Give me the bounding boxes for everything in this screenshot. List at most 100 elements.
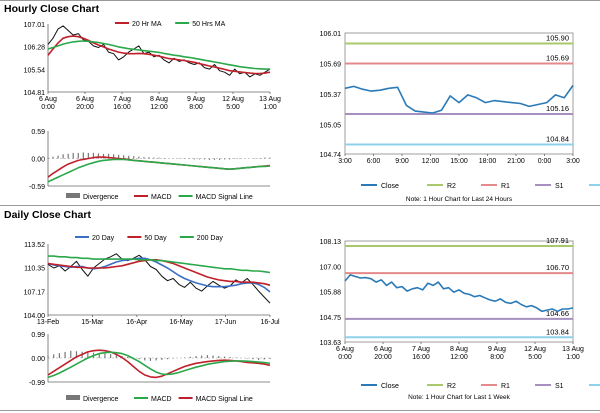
daily-levels-x-tick-label: 6 Aug (336, 346, 354, 353)
daily-levels-x-tick-label: 6 Aug (374, 346, 392, 353)
daily-price-x-tick-label: 17-Jun (215, 319, 237, 326)
hourly-price-x-tick-label: 12 Aug (222, 96, 244, 103)
hourly-price-y-tick-label: 105.54 (24, 67, 46, 74)
daily-price-x-tick-label: 16-Jul (260, 319, 280, 326)
hourly-levels-legend-label: S1 (555, 183, 564, 190)
hourly-price-series-line (47, 35, 271, 75)
hourly-macd-y-tick-label: -0.59 (29, 184, 45, 191)
daily-price-y-tick-label: 107.17 (24, 289, 46, 296)
hourly-macd-legend-label: MACD (151, 194, 172, 201)
hourly-levels-x-tick-label: 9:00 (395, 158, 409, 165)
hourly-levels-x-tick-label: 3:00 (338, 158, 352, 165)
hourly-price-x-tick-label: 20:00 (76, 104, 94, 111)
daily-levels-legend-label: R1 (501, 383, 510, 390)
hourly-price-series-line (47, 25, 271, 78)
daily-levels-close-line (344, 274, 574, 313)
hourly-levels-y-tick-label: 104.74 (320, 152, 342, 159)
hourly-price-x-tick-label: 6 Aug (39, 96, 57, 103)
daily-levels-x-tick-label: 1:00 (566, 354, 580, 361)
daily-levels-r1-level-label: 106.70 (546, 263, 569, 272)
hourly-levels-y-tick-label: 105.69 (320, 61, 342, 68)
hourly-macd-y-tick-label: 0.00 (31, 157, 45, 164)
daily-levels-x-tick-label: 12 Aug (524, 346, 546, 353)
daily-price-series-line (48, 255, 271, 274)
hourly-levels-y-tick-label: 105.05 (320, 122, 342, 129)
daily-levels-s2-level-label: 103.84 (546, 327, 569, 336)
daily-price-series-line (47, 253, 271, 304)
hourly-price-x-tick-label: 1:00 (263, 104, 277, 111)
hourly-price-y-tick-label: 106.28 (24, 45, 46, 52)
daily-price-x-tick-label: 16-Apr (126, 319, 148, 326)
daily-price-legend-label: 50 Day (144, 235, 167, 242)
hourly-price-y-tick-label: 104.81 (24, 90, 46, 97)
hourly-price-x-tick-label: 8:00 (189, 104, 203, 111)
hourly-macd-legend-swatch (66, 193, 80, 198)
daily-levels-y-tick-label: 105.88 (320, 290, 342, 297)
hourly-levels-x-tick-label: 12:00 (422, 158, 440, 165)
daily-macd-y-tick-label: 0.99 (31, 332, 45, 339)
daily-levels-x-tick-label: 8 Aug (450, 346, 468, 353)
daily-macd-series-line (47, 351, 271, 379)
hourly-levels-legend-label: R2 (447, 183, 456, 190)
daily-levels-s1-level-label: 104.66 (546, 309, 569, 318)
hourly-price-x-tick-label: 7 Aug (113, 96, 131, 103)
daily-levels-legend-label: S1 (555, 383, 564, 390)
daily-levels-y-tick-label: 104.75 (320, 315, 342, 322)
top-divider (0, 0, 600, 1)
hourly-levels-y-tick-label: 106.01 (320, 31, 342, 38)
daily-price-legend-label: 20 Day (92, 235, 115, 242)
daily-levels-y-tick-label: 107.00 (320, 264, 342, 271)
bottom-divider (0, 410, 600, 411)
daily-section-title: Daily Close Chart (4, 209, 91, 221)
daily-levels-legend-label: Close (381, 383, 399, 390)
hourly-macd-series-line (47, 158, 271, 183)
daily-levels-r2-level-label: 107.91 (546, 236, 569, 245)
hourly-price-y-tick-label: 107.01 (24, 22, 46, 29)
hourly-levels-x-tick-label: 3:00 (566, 158, 580, 165)
daily-price-x-tick-label: 13-Feb (37, 319, 59, 326)
daily-price-series-line (47, 257, 271, 293)
daily-price-x-tick-label: 16-May (170, 319, 194, 326)
daily-levels-plot-frame (344, 240, 574, 343)
hourly-levels-s1-level-label: 105.16 (546, 104, 569, 113)
hourly-macd-legend-label: Divergence (83, 194, 119, 201)
daily-levels-legend-label: R2 (447, 383, 456, 390)
hourly-price-x-tick-label: 12:00 (150, 104, 168, 111)
hourly-levels-x-tick-label: 0:00 (538, 158, 552, 165)
hourly-price-x-tick-label: 5:00 (226, 104, 240, 111)
daily-price-x-tick-label: 15-Mar (81, 319, 104, 326)
middle-divider (0, 205, 600, 206)
hourly-price-x-tick-label: 9 Aug (187, 96, 205, 103)
daily-levels-x-tick-label: 0:00 (338, 354, 352, 361)
hourly-levels-x-tick-label: 15:00 (450, 158, 468, 165)
hourly-price-x-tick-label: 6 Aug (76, 96, 94, 103)
hourly-levels-x-tick-label: 6:00 (367, 158, 381, 165)
hourly-levels-note: Note: 1 Hour Chart for Last 24 Hours (406, 196, 513, 203)
daily-macd-legend-label: Divergence (83, 396, 119, 403)
daily-levels-x-tick-label: 20:00 (374, 354, 392, 361)
daily-macd-y-tick-label: -0.99 (29, 380, 45, 387)
hourly-levels-r1-level-label: 105.69 (546, 53, 569, 62)
hourly-macd-legend-label: MACD Signal Line (196, 194, 253, 201)
hourly-price-x-tick-label: 0:00 (41, 104, 55, 111)
hourly-section-title: Hourly Close Chart (4, 3, 100, 15)
daily-levels-x-tick-label: 9 Aug (488, 346, 506, 353)
daily-macd-y-tick-label: 0.00 (31, 356, 45, 363)
hourly-price-legend-label: 50 Hrs MA (192, 21, 225, 28)
daily-levels-x-tick-label: 5:00 (528, 354, 542, 361)
daily-levels-x-tick-label: 12:00 (450, 354, 468, 361)
hourly-levels-x-tick-label: 18:00 (479, 158, 497, 165)
daily-levels-x-tick-label: 8:00 (490, 354, 504, 361)
daily-levels-y-tick-label: 108.13 (320, 239, 342, 246)
daily-macd-legend-swatch (66, 395, 80, 400)
hourly-levels-legend-label: Close (381, 183, 399, 190)
hourly-levels-x-tick-label: 21:00 (507, 158, 525, 165)
daily-levels-note: Note: 1 Hour Chart for Last 1 Week (408, 394, 511, 401)
daily-macd-legend-label: MACD (151, 396, 172, 403)
hourly-levels-r2-level-label: 105.90 (546, 33, 569, 42)
daily-levels-x-tick-label: 13 Aug (562, 346, 584, 353)
daily-levels-x-tick-label: 7 Aug (412, 346, 430, 353)
hourly-price-series-line (47, 40, 270, 70)
daily-macd-legend-label: MACD Signal Line (196, 396, 253, 403)
daily-price-y-tick-label: 110.35 (24, 266, 45, 273)
